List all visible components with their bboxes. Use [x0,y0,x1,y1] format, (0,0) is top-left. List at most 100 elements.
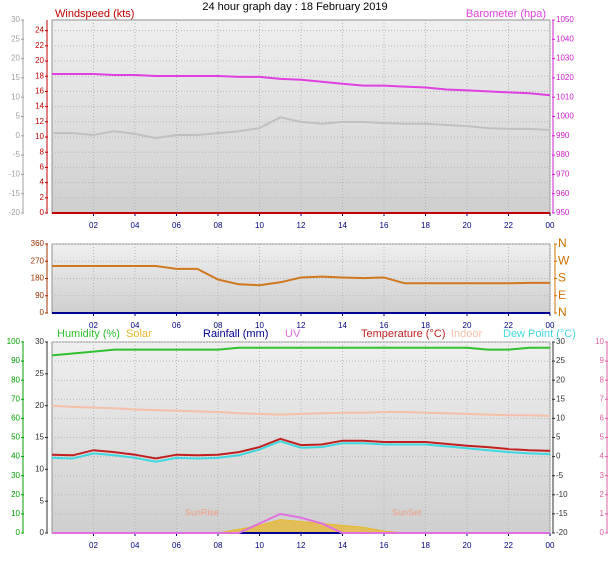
y-tick-label: 50 [11,433,20,442]
x-tick-label: 22 [504,221,513,230]
line [52,73,551,97]
y-tick-label: 2 [600,490,605,499]
y-tick-label: 950 [556,208,570,217]
y-tick-label: -20 [556,528,568,537]
y-tick-label: 15 [35,433,44,442]
y-tick-label: 20 [11,54,20,63]
y-tick-label: 12 [35,117,44,126]
line [51,404,551,417]
y-tick-label: 100 [7,337,21,346]
x-tick-label: 06 [172,321,181,330]
y-tick-label: N [558,305,567,319]
y-tick-label: 10 [35,132,44,141]
x-tick-label: 20 [463,321,472,330]
legend-label: Temperature (°C) [361,328,445,340]
y-tick-label: 10 [556,414,565,423]
y-tick-label: 24 [35,26,44,35]
y-tick-label: 18 [35,71,44,80]
x-tick-label: 12 [297,541,306,550]
y-tick-label: S [558,271,566,285]
y-tick-label: 16 [35,87,44,96]
y-tick-label: 960 [556,189,570,198]
legend-label: UV [285,328,301,340]
y-tick-label: 20 [35,56,44,65]
x-tick-label: 18 [421,221,430,230]
y-tick-label: 8 [600,375,605,384]
x-tick-label: 06 [172,221,181,230]
x-tick-label: 16 [380,541,389,550]
y-tick-label: 1020 [556,73,574,82]
y-tick-label: 30 [35,337,44,346]
legend-label: Indoor [451,328,483,340]
annotation: SunRise [185,507,219,517]
y-tick-label: 90 [11,356,20,365]
x-tick-label: 10 [255,541,264,550]
y-tick-label: 180 [31,274,45,283]
y-tick-label: 980 [556,150,570,159]
x-tick-label: 16 [380,321,389,330]
x-tick-label: 20 [463,541,472,550]
y-tick-label: 10 [595,337,604,346]
y-tick-label: -5 [13,150,21,159]
y-tick-label: 0 [556,452,561,461]
y-tick-label: -15 [556,509,568,518]
y-tick-label: 0 [40,528,45,537]
x-tick-label: 12 [297,221,306,230]
legend-label: Rainfall (mm) [203,328,268,340]
legend-label: Dew Point (°C) [503,328,576,340]
x-tick-label: 16 [380,221,389,230]
y-tick-label: 0 [600,528,605,537]
x-tick-label: 14 [338,221,347,230]
y-tick-label: 0 [16,528,21,537]
y-tick-label: 25 [35,369,44,378]
x-tick-label: 12 [297,321,306,330]
y-tick-label: 990 [556,131,570,140]
y-tick-label: 1040 [556,34,574,43]
x-tick-label: 22 [504,541,513,550]
x-tick-label: 18 [421,321,430,330]
x-tick-label: 14 [338,321,347,330]
x-tick-label: 02 [89,221,98,230]
legend-label: Solar [126,328,152,340]
x-tick-label: 04 [131,541,140,550]
y-tick-label: N [558,236,567,250]
y-tick-label: 1050 [556,15,574,24]
x-tick-label: 08 [214,321,223,330]
y-tick-label: 5 [556,433,561,442]
y-tick-label: -15 [8,189,20,198]
y-tick-label: -5 [556,471,564,480]
y-tick-label: 4 [40,178,45,187]
x-tick-label: 18 [421,541,430,550]
y-tick-label: 70 [11,394,20,403]
y-tick-label: 4 [600,452,605,461]
y-tick-label: 2 [40,193,45,202]
line [52,512,550,534]
y-tick-label: 3 [600,471,605,480]
y-tick-label: 5 [600,433,605,442]
y-tick-label: 7 [600,394,605,403]
legend-label: Windspeed (kts) [55,8,134,20]
x-tick-label: 20 [463,221,472,230]
y-tick-label: 15 [556,394,565,403]
y-tick-label: 0 [16,131,21,140]
y-tick-label: E [558,288,566,302]
y-tick-label: -10 [556,490,568,499]
y-tick-label: 1030 [556,54,574,63]
x-tick-label: 04 [131,321,140,330]
y-tick-label: 25 [11,34,20,43]
y-tick-label: 6 [40,163,45,172]
y-tick-label: 30 [11,471,20,480]
x-tick-label: 04 [131,221,140,230]
x-tick-label: 08 [214,221,223,230]
line [52,116,551,140]
line [52,265,550,287]
y-tick-label: 60 [11,414,20,423]
y-tick-label: 30 [11,15,20,24]
y-tick-label: 20 [35,401,44,410]
x-tick-label: 22 [504,321,513,330]
x-tick-label: 02 [89,541,98,550]
y-tick-label: 90 [35,291,44,300]
line [51,440,551,463]
legend-label: Barometer (hpa) [466,8,546,20]
